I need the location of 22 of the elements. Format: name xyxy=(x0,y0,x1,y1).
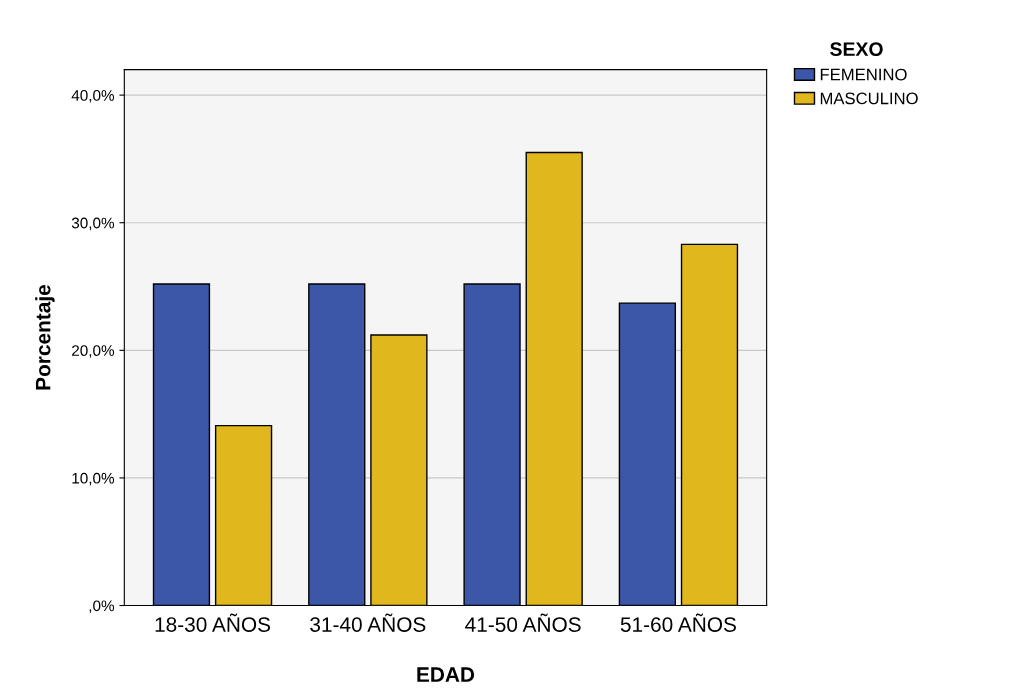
y-tick-label: 20,0% xyxy=(72,345,115,358)
x-axis-title: EDAD xyxy=(417,667,475,682)
bar xyxy=(152,283,211,606)
bar xyxy=(308,283,366,606)
x-tick-label: 51-60 AÑOS xyxy=(620,613,736,632)
legend-label: FEMENINO xyxy=(820,68,907,81)
bar xyxy=(463,283,521,606)
bar xyxy=(525,151,583,606)
x-tick-label: 41-50 AÑOS xyxy=(465,613,581,632)
y-axis-title: Porcentaje xyxy=(35,285,55,390)
legend-label: MASCULINO xyxy=(820,92,918,105)
bar xyxy=(214,424,273,606)
legend-title: SEXO xyxy=(830,42,883,57)
bar xyxy=(370,334,428,606)
x-tick-label: 31-40 AÑOS xyxy=(310,613,426,632)
x-tick-label: 18-30 AÑOS xyxy=(155,613,271,632)
y-tick-label: 40,0% xyxy=(71,89,115,103)
bar xyxy=(680,243,739,606)
y-tick-label: 10,0% xyxy=(72,472,115,486)
y-tick-label: 30,0% xyxy=(71,217,115,231)
bar xyxy=(618,302,677,606)
y-tick-label: ,0% xyxy=(89,600,115,614)
